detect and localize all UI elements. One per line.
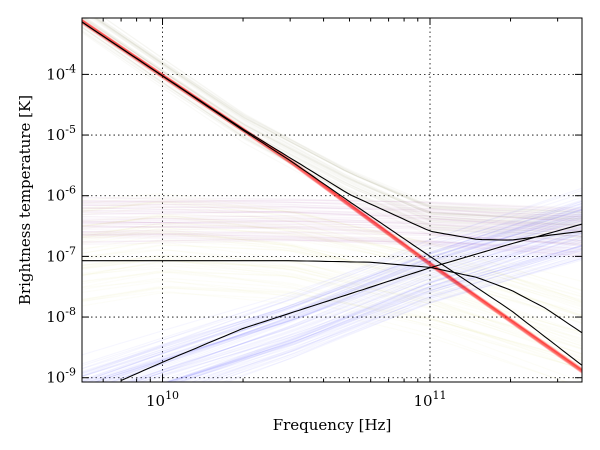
sample-curve <box>82 18 582 371</box>
y-tick-label: 10-9 <box>46 366 76 387</box>
sample-curve <box>82 22 582 374</box>
sample-curve <box>82 22 582 373</box>
sample-curve <box>82 23 582 374</box>
sample-curve <box>82 22 582 372</box>
sample-curve <box>82 19 582 371</box>
sample-curve <box>82 20 582 371</box>
sample-curve <box>82 19 582 371</box>
model-curve <box>82 260 582 334</box>
sample-curve <box>82 19 582 371</box>
model-curves <box>82 21 582 382</box>
sample-curve <box>82 22 582 374</box>
sample-curve <box>82 20 582 370</box>
sample-curve <box>82 19 582 370</box>
y-tick-label: 10-4 <box>46 62 76 83</box>
sample-curve <box>82 22 582 373</box>
x-tick-label: 1011 <box>413 389 446 410</box>
sample-curve <box>82 19 582 372</box>
sample-curve <box>82 22 582 373</box>
y-axis-label: Brightness temperature [K] <box>16 95 34 305</box>
model-curve <box>120 223 582 382</box>
sample-curve <box>82 22 582 373</box>
y-tick-label: 10-5 <box>46 123 76 144</box>
sample-curve <box>82 19 582 371</box>
x-tick-label: 1010 <box>146 389 179 410</box>
sample-curve <box>82 19 582 372</box>
plot-frame <box>81 17 583 383</box>
sample-curve <box>82 19 582 371</box>
sample-curve <box>82 19 582 370</box>
sample-curve <box>82 18 582 371</box>
y-tick-label: 10-7 <box>46 244 76 265</box>
sample-curve <box>82 22 582 372</box>
sample-curve <box>82 19 582 371</box>
sample-curve <box>82 22 582 373</box>
sample-curve <box>82 23 582 373</box>
sample-curve <box>82 22 582 374</box>
plot-background <box>82 18 582 382</box>
band-group <box>82 18 582 374</box>
sample-curve <box>82 19 582 371</box>
sample-curve <box>82 19 582 369</box>
sample-curve <box>82 19 582 371</box>
y-tick-label: 10-8 <box>46 305 76 326</box>
ticks: 1010 1011 10-9 10-8 10-7 10-6 10-5 10-4 <box>46 18 582 410</box>
sample-curve <box>82 20 582 370</box>
y-tick-label: 10-6 <box>46 184 76 205</box>
sample-curve <box>82 20 582 370</box>
sample-curve <box>82 23 582 374</box>
sample-bands <box>82 18 582 374</box>
sample-curve <box>82 22 582 374</box>
x-axis-label: Frequency [Hz] <box>273 416 392 434</box>
sample-curve <box>82 19 582 371</box>
sample-curve <box>82 19 582 370</box>
model-curve <box>82 21 582 241</box>
